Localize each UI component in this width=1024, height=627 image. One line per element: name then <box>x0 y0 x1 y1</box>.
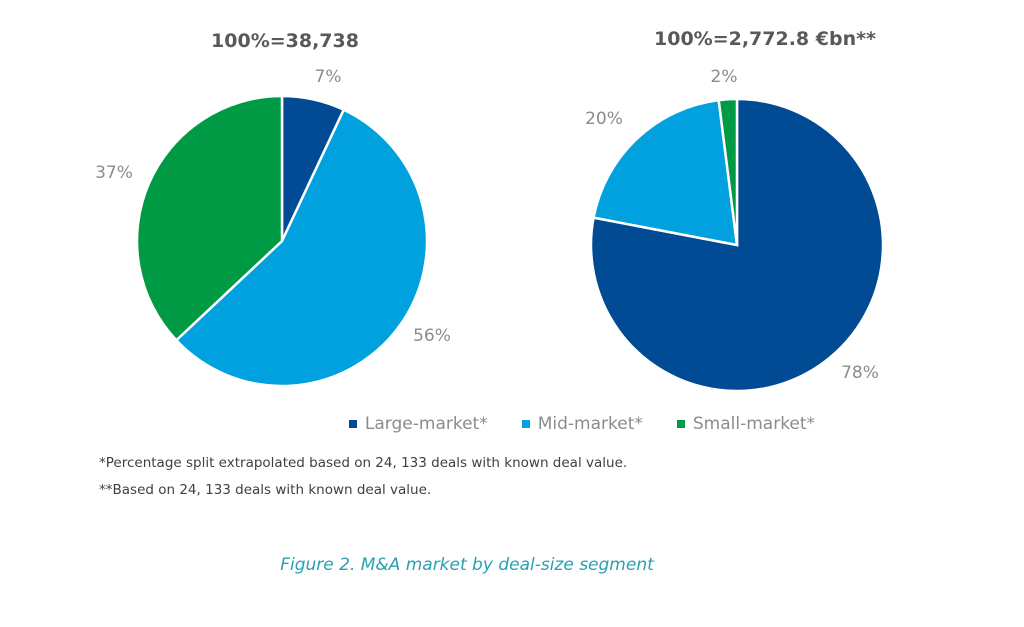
legend: Large-market* Mid-market* Small-market* <box>0 414 1024 434</box>
legend-item-large: Large-market* <box>348 414 488 434</box>
figure-caption: Figure 2. M&A market by deal-size segmen… <box>280 555 654 575</box>
footnote-1: *Percentage split extrapolated based on … <box>99 455 628 471</box>
legend-item-small: Small-market* <box>676 414 816 434</box>
legend-label-mid: Mid-market* <box>537 414 643 434</box>
pie2-label-small: 2% <box>711 67 738 87</box>
legend-swatch-mid <box>521 420 530 428</box>
legend-label-small: Small-market* <box>692 414 816 434</box>
pie2-slice-mid <box>592 98 739 247</box>
right-chart-title: 100%=2,772.8 €bn** <box>654 28 876 50</box>
pie1-label-mid: 56% <box>413 326 451 346</box>
legend-label-large: Large-market* <box>364 414 488 434</box>
pie2-label-large: 78% <box>841 363 879 383</box>
pie1-slice-mid <box>174 108 429 388</box>
pie-charts: 7% 56% 37% 78% 20% 2% <box>95 67 885 393</box>
left-chart-title: 100%=38,738 <box>211 30 359 52</box>
pie2-label-mid: 20% <box>585 109 623 129</box>
pie2-slice-small <box>717 97 739 246</box>
pie1-label-large: 7% <box>315 67 342 87</box>
legend-swatch-small <box>676 420 685 428</box>
legend-item-mid: Mid-market* <box>521 414 643 434</box>
pie1-slice-small <box>135 94 284 343</box>
footnote-2: **Based on 24, 133 deals with known deal… <box>99 482 432 498</box>
legend-swatch-large <box>348 420 357 428</box>
pie1-label-small: 37% <box>95 163 133 183</box>
